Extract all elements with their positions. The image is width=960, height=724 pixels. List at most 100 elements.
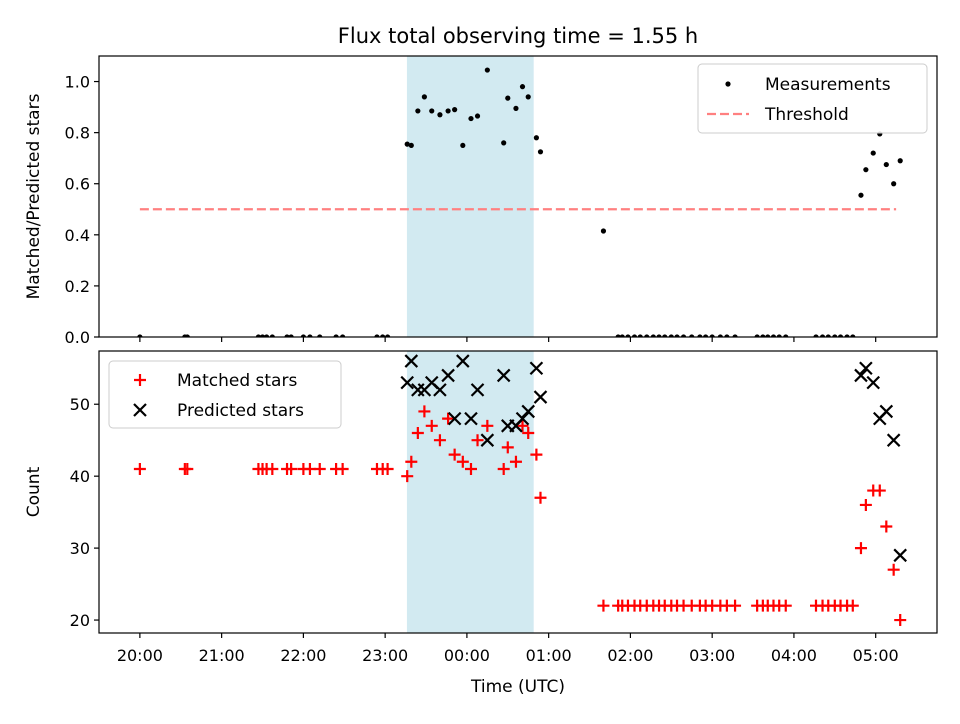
y-tick-label: 1.0 [65, 73, 90, 92]
y-tick-label: 0.4 [65, 226, 90, 245]
data-point [404, 354, 419, 368]
data-point [529, 361, 544, 376]
legend-label: Matched stars [177, 371, 297, 391]
data-point [846, 599, 859, 612]
data-point [534, 491, 547, 504]
plot-area [133, 354, 907, 627]
data-point [137, 334, 143, 337]
y-axis-label: Matched/Predicted stars [24, 93, 44, 299]
data-point [859, 498, 872, 511]
data-point [255, 334, 262, 337]
data-point [288, 334, 294, 337]
data-point [381, 462, 394, 475]
data-point [530, 448, 543, 461]
data-point [317, 334, 323, 337]
data-point [697, 334, 703, 337]
data-point [854, 368, 868, 383]
data-point [858, 192, 864, 198]
data-point [448, 448, 461, 461]
data-point [437, 112, 443, 118]
plot-area [137, 67, 903, 337]
data-point [844, 334, 850, 337]
data-point [429, 108, 435, 114]
x-tick-label: 05:00 [853, 646, 899, 665]
data-point [893, 548, 907, 563]
data-point [374, 334, 380, 337]
y-tick-label: 0.2 [65, 277, 90, 296]
data-point [284, 334, 290, 337]
data-point [300, 334, 306, 337]
data-point [285, 462, 298, 475]
data-point [484, 67, 490, 73]
series-matched-stars [133, 405, 907, 627]
y-tick-label: 20 [70, 611, 90, 630]
data-point [264, 334, 270, 337]
data-point [464, 411, 478, 426]
y-tick-label: 0.8 [65, 124, 90, 143]
legend-label: Measurements [765, 75, 891, 95]
data-point [464, 462, 477, 475]
data-point [497, 462, 510, 475]
data-point [474, 113, 481, 119]
data-point [760, 334, 766, 337]
legend: Matched stars Predicted stars [108, 360, 342, 429]
data-point [340, 334, 346, 337]
axes-frame [98, 55, 938, 338]
top-axes: 0.0 0.2 0.4 0.6 0.8 1.0 Matched/Predicted star… [24, 55, 938, 347]
data-point [863, 167, 869, 173]
data-point [724, 334, 730, 337]
data-point [597, 599, 610, 612]
data-point [481, 419, 494, 432]
data-point [650, 334, 656, 337]
x-axis-label: Time (UTC) [470, 677, 565, 697]
data-point [813, 334, 819, 337]
data-point [866, 375, 881, 390]
data-point [870, 150, 876, 156]
data-point [662, 334, 668, 337]
data-point [776, 334, 782, 337]
data-point [897, 158, 903, 164]
y-tick-label: 30 [70, 539, 90, 558]
data-point [832, 334, 838, 337]
data-point [336, 462, 349, 475]
data-point [411, 427, 424, 440]
data-point [729, 599, 742, 612]
data-point [850, 334, 856, 337]
data-point [418, 405, 431, 418]
x-tick-label: 23:00 [362, 646, 408, 665]
data-point [445, 108, 451, 114]
data-point [837, 334, 844, 337]
data-point [668, 334, 674, 337]
data-point [460, 142, 466, 149]
data-point [637, 334, 643, 337]
data-point [516, 419, 529, 432]
data-point [732, 334, 738, 337]
data-point [674, 334, 680, 337]
legend-entry-threshold: Threshold [707, 105, 849, 125]
data-point [425, 419, 438, 432]
data-point [779, 599, 792, 612]
data-point [513, 105, 519, 111]
data-point [404, 141, 410, 147]
data-point [859, 361, 873, 376]
legend-entry-measurements: Measurements [725, 75, 891, 95]
data-point [433, 383, 447, 397]
data-point [854, 542, 867, 555]
legend-marker-dot [725, 81, 731, 87]
x-tick-label: 22:00 [280, 646, 326, 665]
y-axis-label: Count [24, 466, 44, 517]
data-point [452, 107, 458, 113]
axes-frame [98, 350, 938, 634]
data-point [631, 334, 638, 337]
data-point [600, 228, 607, 234]
data-point [886, 433, 901, 447]
data-point [615, 334, 621, 337]
data-point [883, 161, 889, 168]
data-point [441, 368, 455, 383]
series-measurements [137, 67, 903, 337]
data-point [447, 411, 462, 426]
data-point [380, 334, 386, 337]
data-point [533, 135, 539, 141]
x-tick-label: 21:00 [199, 646, 245, 665]
